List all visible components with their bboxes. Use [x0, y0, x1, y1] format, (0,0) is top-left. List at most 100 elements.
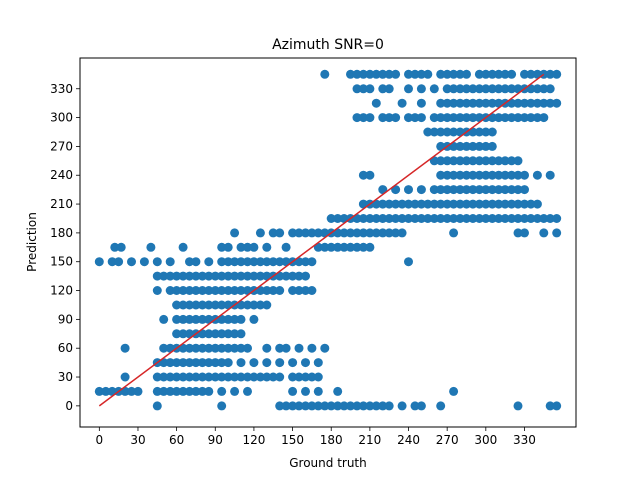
data-point [513, 113, 523, 123]
data-point [217, 257, 227, 267]
data-point [185, 257, 194, 267]
data-point [294, 271, 304, 281]
data-point [320, 242, 330, 252]
data-point [436, 214, 446, 223]
data-point [358, 170, 368, 180]
data-point [487, 141, 497, 151]
data-point [468, 199, 478, 209]
data-point [474, 156, 484, 166]
data-point [507, 113, 517, 123]
data-point [358, 113, 368, 123]
data-point [230, 372, 240, 382]
data-point [474, 170, 484, 180]
data-point [172, 271, 182, 281]
data-point [191, 257, 201, 267]
data-point [526, 199, 536, 209]
data-point [339, 228, 349, 238]
data-point [255, 271, 265, 281]
data-point [107, 257, 117, 267]
data-point [197, 286, 207, 295]
data-point [101, 386, 111, 396]
data-point [494, 199, 504, 209]
data-point [507, 69, 517, 79]
data-point [449, 228, 459, 238]
data-point [500, 84, 510, 94]
data-point [449, 185, 459, 195]
data-point [326, 401, 336, 411]
data-point [288, 401, 298, 411]
data-point [487, 170, 497, 180]
data-point [339, 242, 349, 252]
data-point [487, 127, 497, 137]
data-point [391, 214, 401, 223]
data-point [481, 84, 491, 94]
data-point [513, 156, 523, 166]
data-point [249, 257, 259, 267]
data-point [513, 98, 523, 108]
data-point [365, 401, 375, 411]
data-point [481, 170, 491, 180]
data-point [333, 242, 343, 252]
data-point [455, 156, 465, 166]
data-point [352, 401, 362, 411]
data-point [423, 69, 433, 79]
data-point [442, 199, 452, 209]
data-point [552, 214, 562, 223]
data-point [500, 170, 510, 180]
data-point [545, 401, 555, 411]
data-point [185, 358, 194, 368]
data-point [462, 141, 471, 151]
data-point [429, 84, 439, 94]
data-point [152, 271, 162, 281]
data-point [468, 84, 478, 94]
data-point [410, 69, 420, 79]
data-point [545, 170, 555, 180]
data-point [391, 228, 401, 238]
data-point [416, 98, 426, 108]
data-point [262, 242, 272, 252]
data-point [255, 228, 265, 238]
data-point [365, 214, 375, 223]
data-point [378, 113, 388, 123]
data-point [110, 242, 120, 252]
data-point [313, 372, 323, 382]
data-point [442, 113, 452, 123]
data-point [500, 214, 510, 223]
data-point [468, 98, 478, 108]
data-point [500, 156, 510, 166]
data-point [326, 214, 336, 223]
y-tick-label: 0 [65, 399, 73, 413]
x-tick-label: 300 [474, 433, 497, 447]
data-point [397, 199, 407, 209]
x-tick-label: 0 [96, 433, 104, 447]
data-point [474, 84, 484, 94]
data-point [404, 199, 413, 209]
data-point [281, 271, 291, 281]
data-point [520, 98, 529, 108]
data-point [539, 84, 549, 94]
data-point [520, 185, 529, 195]
data-point [230, 228, 240, 238]
data-point [307, 228, 317, 238]
data-point [442, 98, 452, 108]
data-point [301, 286, 310, 295]
data-point [191, 286, 201, 295]
data-point [371, 98, 381, 108]
data-point [481, 156, 491, 166]
data-point [262, 358, 272, 368]
data-point [249, 372, 259, 382]
data-point [416, 113, 426, 123]
data-point [178, 242, 188, 252]
data-point [462, 69, 471, 79]
data-point [455, 69, 465, 79]
data-point [204, 358, 214, 368]
data-point [165, 286, 175, 295]
data-point [442, 69, 452, 79]
data-point [204, 372, 214, 382]
data-point [545, 214, 555, 223]
data-point [301, 228, 310, 238]
data-point [481, 214, 491, 223]
data-point [288, 228, 298, 238]
data-point [152, 286, 162, 295]
data-point [197, 300, 207, 310]
